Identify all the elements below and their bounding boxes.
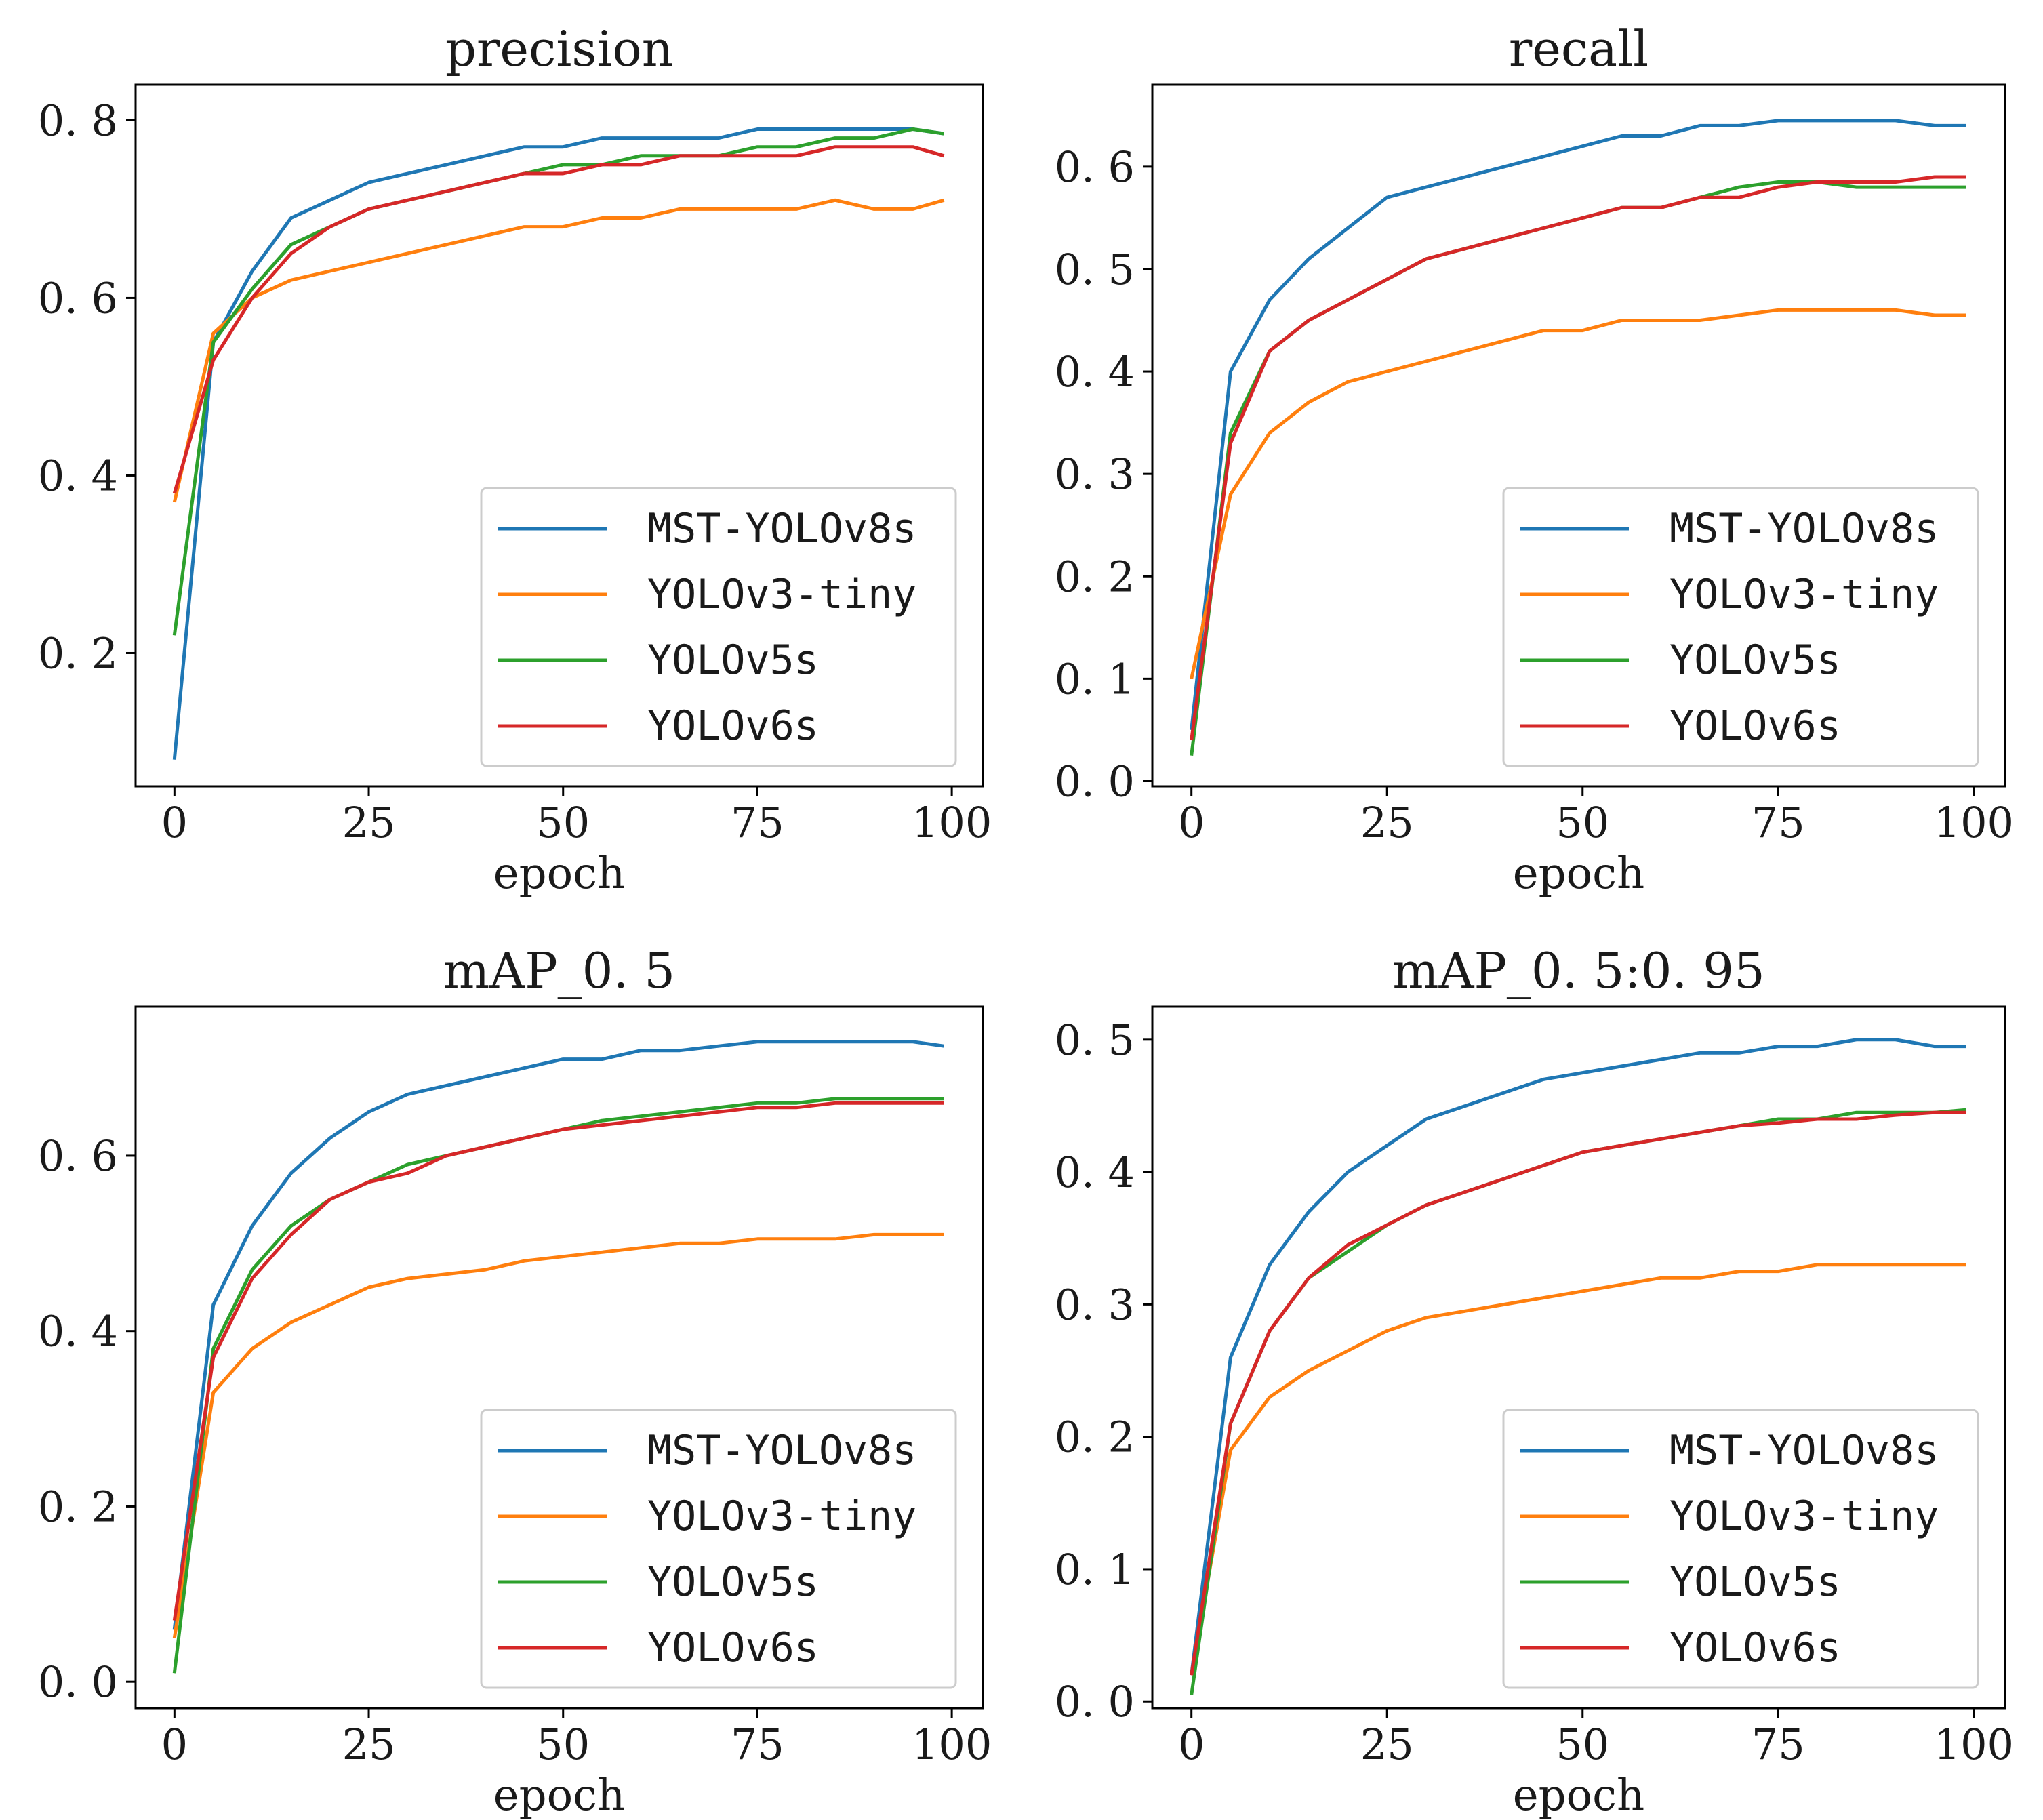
precision-title: precision bbox=[445, 20, 673, 77]
recall-y-tick-label: 0. 4 bbox=[1055, 347, 1135, 397]
map-0-5-0-95-x-tick-label: 100 bbox=[1934, 1720, 2014, 1769]
precision-x-tick-label: 0 bbox=[161, 798, 188, 847]
recall-y-tick-label: 0. 5 bbox=[1055, 245, 1135, 294]
map-0-5-0-95-x-tick-label: 25 bbox=[1360, 1720, 1414, 1769]
precision-x-tick-label: 100 bbox=[912, 798, 992, 847]
map-0-5-x-tick-label: 50 bbox=[536, 1720, 590, 1769]
map-0-5-0-95-x-tick-label: 75 bbox=[1752, 1720, 1805, 1769]
chart-precision: precision 0 25 50 75 100 0. 2 0. 4 0. 6 0. 8 epoch… bbox=[38, 20, 992, 899]
recall-series-line-mst-yolov8s bbox=[1190, 119, 1966, 731]
precision-legend-box bbox=[480, 487, 957, 767]
map-0-5-0-95-x-axis-label: epoch bbox=[1513, 1771, 1644, 1820]
map-0-5-0-95-x-tick-label: 50 bbox=[1556, 1720, 1609, 1769]
precision-series-line-yolov6s bbox=[172, 145, 945, 494]
precision-x-tick-label: 50 bbox=[536, 798, 590, 847]
map-0-5-0-95-y-tick-label: 0. 2 bbox=[1055, 1413, 1135, 1462]
recall-y-tick-label: 0. 2 bbox=[1055, 552, 1135, 601]
precision-y-tick-label: 0. 2 bbox=[38, 628, 118, 678]
recall-x-axis-label: epoch bbox=[1513, 849, 1644, 899]
recall-x-tick-label: 100 bbox=[1934, 798, 2014, 847]
chart-map-0-5-0-95: mAP_0. 5:0. 95 0 25 50 75 100 0. 0 0. 1 0. 2 0. 3… bbox=[1055, 942, 2014, 1820]
map-0-5-x-tick-label: 100 bbox=[912, 1720, 992, 1769]
recall-x-tick-label: 75 bbox=[1752, 798, 1805, 847]
precision-series-line-mst-yolov8s bbox=[172, 127, 945, 760]
recall-y-tick-label: 0. 3 bbox=[1055, 449, 1135, 499]
map-0-5-0-95-y-tick-label: 0. 0 bbox=[1055, 1677, 1135, 1726]
recall-y-tick-label: 0. 1 bbox=[1055, 654, 1135, 704]
map-0-5-plot-frame bbox=[134, 1005, 984, 1710]
map-0-5-x-tick-label: 0 bbox=[161, 1720, 188, 1769]
precision-x-tick-label: 25 bbox=[342, 798, 396, 847]
precision-series-line-yolov5s bbox=[172, 127, 945, 636]
map-0-5-0-95-y-tick-label: 0. 5 bbox=[1055, 1015, 1135, 1065]
recall-y-tick-label: 0. 6 bbox=[1055, 142, 1135, 192]
map-0-5-series-line-yolov6s bbox=[172, 1101, 944, 1621]
recall-y-tick-label: 0. 0 bbox=[1055, 756, 1135, 806]
precision-y-tick-label: 0. 4 bbox=[38, 451, 118, 500]
map-0-5-0-95-y-tick-label: 0. 1 bbox=[1055, 1545, 1135, 1594]
map-0-5-y-tick-label: 0. 6 bbox=[38, 1131, 118, 1181]
map-0-5-legend-label: YOLOv3-tiny bbox=[647, 1493, 916, 1540]
precision-x-axis-label: epoch bbox=[493, 849, 625, 899]
map-0-5-x-tick-label: 75 bbox=[731, 1720, 784, 1769]
map-0-5-0-95-legend-box bbox=[1502, 1409, 1979, 1689]
map-0-5-0-95-legend-label: YOLOv5s bbox=[1670, 1558, 1841, 1606]
recall-title: recall bbox=[1509, 20, 1648, 77]
map-0-5-legend: MST-YOLOv8s YOLOv3-tiny YOLOv5s YOLOv6s bbox=[480, 1409, 957, 1689]
map-0-5-legend-label: YOLOv5s bbox=[647, 1558, 819, 1606]
map-0-5-0-95-legend: MST-YOLOv8s YOLOv3-tiny YOLOv5s YOLOv6s bbox=[1502, 1409, 1979, 1689]
recall-legend-box bbox=[1502, 487, 1979, 767]
precision-legend: MST-YOLOv8s YOLOv3-tiny YOLOv5s YOLOv6s bbox=[480, 487, 957, 767]
map-0-5-legend-box bbox=[480, 1409, 957, 1689]
map-0-5-y-tick-label: 0. 4 bbox=[38, 1307, 118, 1356]
precision-plot-frame bbox=[134, 83, 984, 788]
precision-series-line-yolov3-tiny bbox=[172, 198, 945, 503]
precision-legend-label: MST-YOLOv8s bbox=[647, 505, 916, 552]
map-0-5-0-95-x-tick-label: 0 bbox=[1178, 1720, 1205, 1769]
precision-y-tick-label: 0. 6 bbox=[38, 273, 118, 323]
map-0-5-0-95-plot-frame bbox=[1151, 1005, 2006, 1710]
recall-legend-label: YOLOv5s bbox=[1670, 636, 1841, 684]
map-0-5-series-line-mst-yolov8s bbox=[172, 1040, 945, 1630]
map-0-5-0-95-y-tick-label: 0. 3 bbox=[1055, 1280, 1135, 1329]
precision-legend-label: YOLOv3-tiny bbox=[647, 571, 916, 618]
map-0-5-0-95-series-line-yolov6s bbox=[1190, 1110, 1966, 1676]
map-0-5-0-95-legend-label: MST-YOLOv8s bbox=[1670, 1427, 1939, 1474]
map-0-5-0-95-series-line-yolov3-tiny bbox=[1190, 1263, 1966, 1676]
map-0-5-legend-label: YOLOv6s bbox=[647, 1624, 819, 1672]
recall-legend: MST-YOLOv8s YOLOv3-tiny YOLOv5s YOLOv6s bbox=[1502, 487, 1979, 767]
map-0-5-0-95-series-line-mst-yolov8s bbox=[1190, 1038, 1966, 1676]
map-0-5-legend-label: MST-YOLOv8s bbox=[647, 1427, 916, 1474]
recall-series-line-yolov6s bbox=[1190, 175, 1966, 741]
chart-map-0-5: mAP_0. 5 0 25 50 75 100 0. 0 0. 2 0. 4 0. 6 epoch M… bbox=[38, 942, 992, 1820]
recall-series-line-yolov3-tiny bbox=[1190, 308, 1966, 679]
map-0-5-series-line-yolov3-tiny bbox=[172, 1232, 944, 1638]
map-0-5-0-95-legend-label: YOLOv6s bbox=[1670, 1624, 1841, 1672]
recall-plot-frame bbox=[1151, 83, 2006, 788]
precision-x-tick-label: 75 bbox=[731, 798, 784, 847]
recall-legend-label: MST-YOLOv8s bbox=[1670, 505, 1939, 552]
recall-legend-label: YOLOv3-tiny bbox=[1670, 571, 1939, 618]
map-0-5-y-tick-label: 0. 2 bbox=[38, 1482, 118, 1531]
map-0-5-y-tick-label: 0. 0 bbox=[38, 1657, 118, 1707]
recall-x-tick-label: 25 bbox=[1360, 798, 1414, 847]
recall-x-tick-label: 0 bbox=[1178, 798, 1205, 847]
precision-legend-label: YOLOv6s bbox=[647, 702, 819, 750]
chart-recall: recall 0 25 50 75 100 0. 0 0. 1 0. 2 0. 3 0. 4 0. 5… bbox=[1055, 20, 2014, 899]
map-0-5-0-95-y-tick-label: 0. 4 bbox=[1055, 1148, 1135, 1197]
map-0-5-0-95-legend-label: YOLOv3-tiny bbox=[1670, 1493, 1939, 1540]
map-0-5-x-axis-label: epoch bbox=[493, 1771, 625, 1820]
precision-y-tick-label: 0. 8 bbox=[38, 96, 118, 145]
map-0-5-x-tick-label: 25 bbox=[342, 1720, 396, 1769]
map-0-5-0-95-title: mAP_0. 5:0. 95 bbox=[1392, 942, 1765, 999]
recall-x-tick-label: 50 bbox=[1556, 798, 1609, 847]
precision-legend-label: YOLOv5s bbox=[647, 636, 819, 684]
map-0-5-title: mAP_0. 5 bbox=[443, 942, 675, 999]
recall-legend-label: YOLOv6s bbox=[1670, 702, 1841, 750]
